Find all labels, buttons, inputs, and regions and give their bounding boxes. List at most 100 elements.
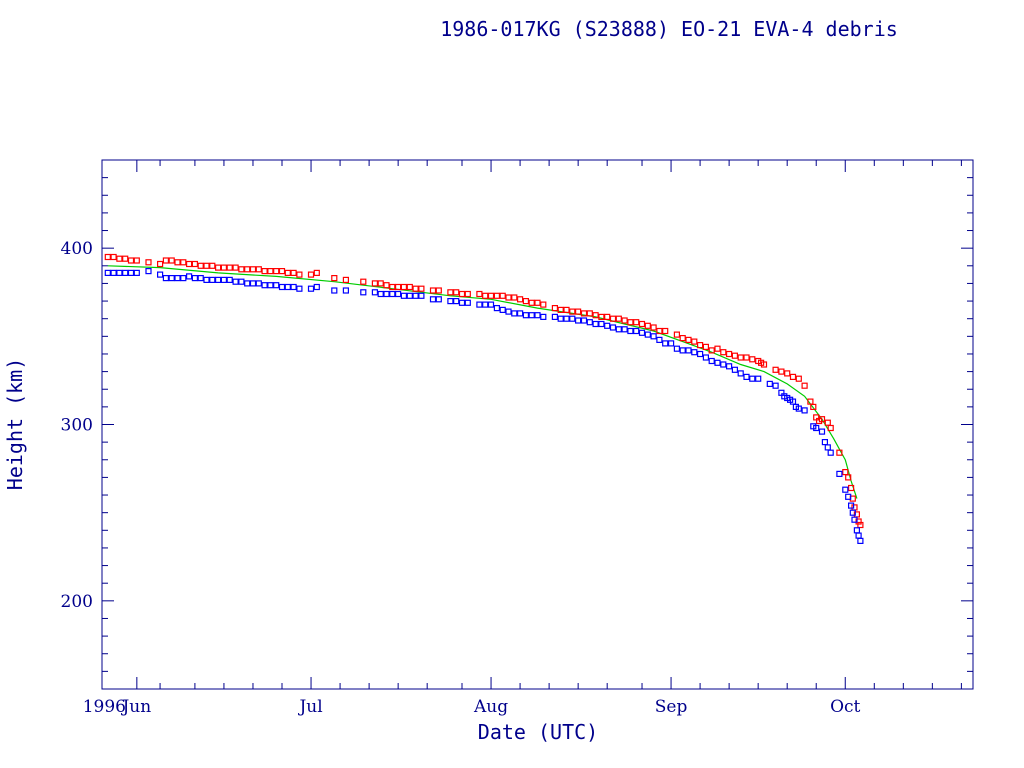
apogee-point xyxy=(162,257,169,264)
perigee-point xyxy=(644,331,651,338)
perigee-point xyxy=(586,319,593,326)
apogee-point xyxy=(278,268,286,275)
perigee-point xyxy=(255,280,262,287)
perigee-point xyxy=(813,424,820,432)
perigee-point xyxy=(708,357,715,365)
y-axis-label: Height (km) xyxy=(3,358,27,490)
perigee-point xyxy=(197,275,204,282)
perigee-point xyxy=(122,269,129,276)
perigee-point xyxy=(406,292,413,299)
data-series xyxy=(104,253,864,545)
perigee-point xyxy=(435,296,442,303)
perigee-point xyxy=(244,280,251,287)
perigee-point xyxy=(853,527,861,534)
apogee-point xyxy=(418,285,425,292)
perigee-point xyxy=(656,336,663,343)
perigee-point xyxy=(249,280,257,287)
apogee-point xyxy=(174,259,181,266)
y-tick-label: 300 xyxy=(61,416,93,436)
apogee-point xyxy=(847,484,855,492)
x-tick-label: Jun xyxy=(120,697,151,717)
perigee-point xyxy=(458,299,466,306)
perigee-point xyxy=(604,322,611,329)
perigee-point xyxy=(609,324,617,331)
perigee-point xyxy=(157,271,164,278)
apogee-point xyxy=(679,335,686,342)
apogee-point xyxy=(447,289,454,296)
perigee-point xyxy=(104,269,111,276)
perigee-point xyxy=(615,326,622,333)
perigee-point xyxy=(857,537,864,545)
apogee-point xyxy=(157,260,164,268)
apogee-point xyxy=(412,285,419,292)
apogee-point xyxy=(638,320,646,328)
x-tick-label: Sep xyxy=(655,697,688,717)
perigee-point xyxy=(499,306,506,313)
apogee-point xyxy=(598,313,605,320)
apogee-point xyxy=(290,269,297,276)
apogee-point xyxy=(685,336,692,343)
x-axis-label: Date (UTC) xyxy=(478,720,598,744)
apogee-point xyxy=(818,416,826,423)
x-tick-label: Oct xyxy=(830,697,860,717)
apogee-point xyxy=(127,257,135,264)
perigee-point xyxy=(627,327,634,335)
apogee-point xyxy=(609,315,617,322)
perigee-point xyxy=(749,375,756,382)
perigee-point xyxy=(482,301,489,308)
apogee-point xyxy=(621,317,628,324)
apogee-point xyxy=(487,292,495,299)
y-tick-label: 200 xyxy=(61,592,93,612)
perigee-point xyxy=(633,327,640,335)
perigee-point xyxy=(818,428,826,435)
apogee-point xyxy=(789,373,797,380)
perigee-point xyxy=(127,269,135,276)
apogee-point xyxy=(255,266,262,273)
perigee-point xyxy=(232,278,239,285)
apogee-point xyxy=(662,327,669,335)
perigee-point xyxy=(679,347,686,354)
apogee-point xyxy=(400,283,407,291)
apogee-point xyxy=(226,264,233,271)
perigee-point xyxy=(278,283,286,291)
perigee-point xyxy=(203,276,210,283)
apogee-point xyxy=(220,264,227,271)
apogee-point xyxy=(307,271,315,278)
perigee-point xyxy=(284,283,291,291)
apogee-point xyxy=(516,296,524,303)
apogee-point xyxy=(377,280,384,287)
apogee-point xyxy=(191,260,198,268)
apogee-point xyxy=(249,266,257,273)
apogee-point xyxy=(493,292,500,299)
perigee-point xyxy=(290,283,297,291)
apogee-point xyxy=(760,361,768,368)
perigee-point xyxy=(821,439,829,446)
perigee-point xyxy=(855,532,862,539)
perigee-point xyxy=(313,283,320,291)
apogee-point xyxy=(801,382,808,389)
perigee-point xyxy=(145,268,152,275)
apogee-point xyxy=(691,338,698,345)
perigee-point xyxy=(360,289,367,296)
apogee-point xyxy=(772,366,779,373)
perigee-point xyxy=(598,320,605,328)
perigee-point xyxy=(307,285,315,292)
perigee-point xyxy=(522,312,530,319)
apogee-point xyxy=(778,368,785,375)
apogee-point xyxy=(696,342,704,349)
apogee-point xyxy=(540,301,547,308)
perigee-point xyxy=(226,276,233,283)
apogee-point xyxy=(342,276,349,283)
apogee-point xyxy=(499,292,506,299)
perigee-point xyxy=(447,298,454,305)
apogee-point xyxy=(855,518,862,525)
apogee-point xyxy=(360,278,367,285)
perigee-point xyxy=(592,320,599,328)
perigee-point xyxy=(836,470,843,477)
perigee-point xyxy=(493,305,500,312)
perigee-point xyxy=(186,273,193,280)
perigee-point xyxy=(220,276,227,283)
apogee-point xyxy=(505,294,512,301)
apogee-point xyxy=(551,305,559,312)
